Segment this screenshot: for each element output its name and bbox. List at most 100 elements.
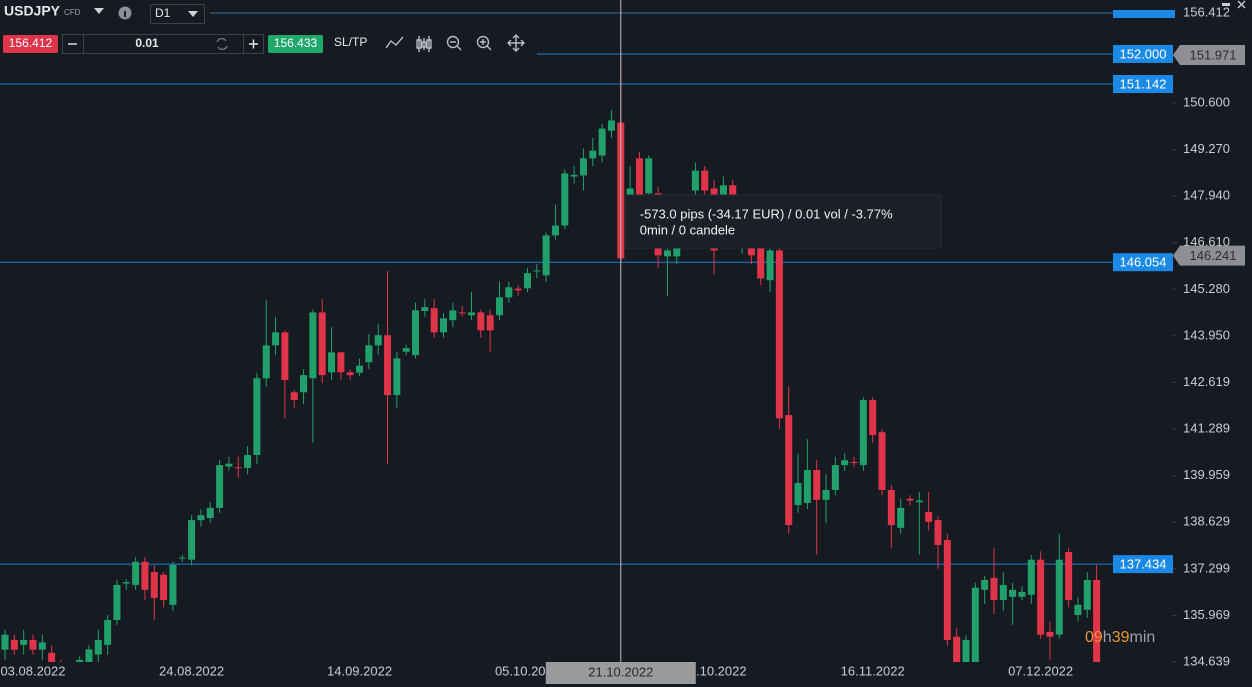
zoom-out-glyph [450, 41, 462, 51]
candle-body [337, 352, 345, 373]
candle-body [551, 225, 559, 236]
candle-body [850, 461, 858, 463]
move-icon[interactable] [507, 34, 525, 52]
bid-price[interactable]: 156.412 [9, 36, 53, 50]
candle-body [104, 619, 112, 645]
candle-body [803, 470, 811, 503]
candle-body [10, 639, 18, 650]
x-tick-label: 16.11.2022 [841, 663, 905, 678]
candle-body [197, 515, 205, 521]
candle-body [318, 312, 326, 376]
candle-body [76, 659, 84, 662]
candle-body [225, 463, 233, 467]
level-label-box [1113, 555, 1173, 574]
candle-body [915, 500, 923, 503]
candle-body [346, 372, 354, 376]
y-tick-label: 138.629 [1183, 514, 1230, 529]
plus-button[interactable] [249, 39, 258, 49]
y-tick-label: 141.289 [1183, 421, 1230, 436]
minimize-icon[interactable] [1222, 3, 1230, 6]
y-tick-label: 139.959 [1183, 467, 1230, 482]
candle-body [785, 415, 793, 526]
line-chart-icon[interactable] [385, 36, 404, 49]
ask-line-bar [1113, 10, 1175, 18]
tooltip-line: 0min / 0 candele [640, 222, 735, 237]
candle-body [701, 170, 709, 191]
candle-body [719, 185, 727, 196]
candle-body [887, 490, 895, 526]
candle-body [635, 158, 643, 196]
candle-body [869, 399, 877, 436]
candle-body [999, 584, 1007, 600]
sell-button[interactable] [3, 35, 58, 53]
candle-body [1037, 559, 1045, 635]
tooltip-line: -573.0 pips (-34.17 EUR) / 0.01 vol / -3… [640, 206, 893, 221]
candle-body [253, 378, 261, 455]
candle-body [523, 273, 531, 289]
candles-icon[interactable] [416, 36, 432, 52]
zoom-out-icon[interactable] [446, 35, 460, 49]
candle-body [495, 297, 503, 316]
candle-body [94, 639, 102, 655]
timeframe-box[interactable] [150, 4, 205, 24]
candle-body [85, 649, 93, 662]
candle-body [953, 636, 961, 662]
timer-part: h [1103, 629, 1112, 646]
y-tick-label: 142.619 [1183, 374, 1230, 389]
dropdown-icon[interactable] [94, 8, 104, 14]
candle-body [281, 332, 289, 381]
candle-body [626, 188, 634, 196]
y-tick-label: 134.639 [1183, 653, 1230, 668]
candle-body [20, 639, 28, 645]
candle-body [561, 173, 569, 226]
close-icon[interactable] [1237, 0, 1246, 9]
candle-body [300, 375, 308, 393]
volume[interactable]: 0.01 [135, 36, 159, 50]
symbol[interactable]: USDJPY [4, 3, 61, 19]
buy-button[interactable] [268, 35, 323, 53]
price-marker-label: 151.971 [1190, 47, 1237, 62]
candle-body [132, 561, 140, 585]
candle-body [607, 120, 615, 131]
level-label-box [1113, 75, 1173, 94]
level-label: 146.054 [1120, 255, 1167, 270]
candle-body [1074, 604, 1082, 616]
y-tick-label: 137.299 [1183, 560, 1230, 575]
candle-body [897, 507, 905, 528]
candle-body [841, 460, 849, 466]
timer-part: 09 [1085, 629, 1103, 646]
dropdown-icon[interactable] [188, 11, 198, 17]
timeframe[interactable]: D1 [155, 6, 171, 20]
x-tick-label: 05.10.2022 [495, 663, 560, 678]
candle-body [971, 587, 979, 662]
candle-body [813, 470, 821, 500]
candle-body [981, 580, 989, 590]
ask-line-label: 156.412 [1183, 4, 1230, 19]
x-tick-label: 07.12.2022 [1008, 663, 1073, 678]
candle-body [393, 358, 401, 396]
refresh-icon[interactable] [216, 37, 228, 51]
timer-part: min [1130, 629, 1156, 646]
ask-price[interactable]: 156.433 [274, 36, 318, 50]
crosshair-label: 21.10.2022 [588, 664, 653, 679]
y-tick-label: 135.969 [1183, 607, 1230, 622]
y-tick-label: 143.950 [1183, 327, 1230, 342]
zoom-in-icon[interactable] [476, 35, 490, 49]
sltp-button[interactable]: SL/TP [334, 35, 367, 49]
candle-body [206, 507, 214, 519]
candle-body [365, 345, 373, 363]
candle-body [458, 312, 466, 314]
candle-body [505, 287, 513, 298]
level-label-box [1113, 253, 1173, 272]
candle-body [794, 482, 802, 506]
candle-body [48, 652, 56, 662]
candle-body [990, 577, 998, 600]
candle-body [691, 170, 699, 191]
tooltip-box [625, 194, 942, 249]
price-marker [1173, 44, 1245, 65]
candle-body [29, 639, 37, 650]
y-tick-label: 145.280 [1183, 281, 1230, 296]
candle-body [216, 465, 224, 508]
candle-body [1, 634, 9, 650]
